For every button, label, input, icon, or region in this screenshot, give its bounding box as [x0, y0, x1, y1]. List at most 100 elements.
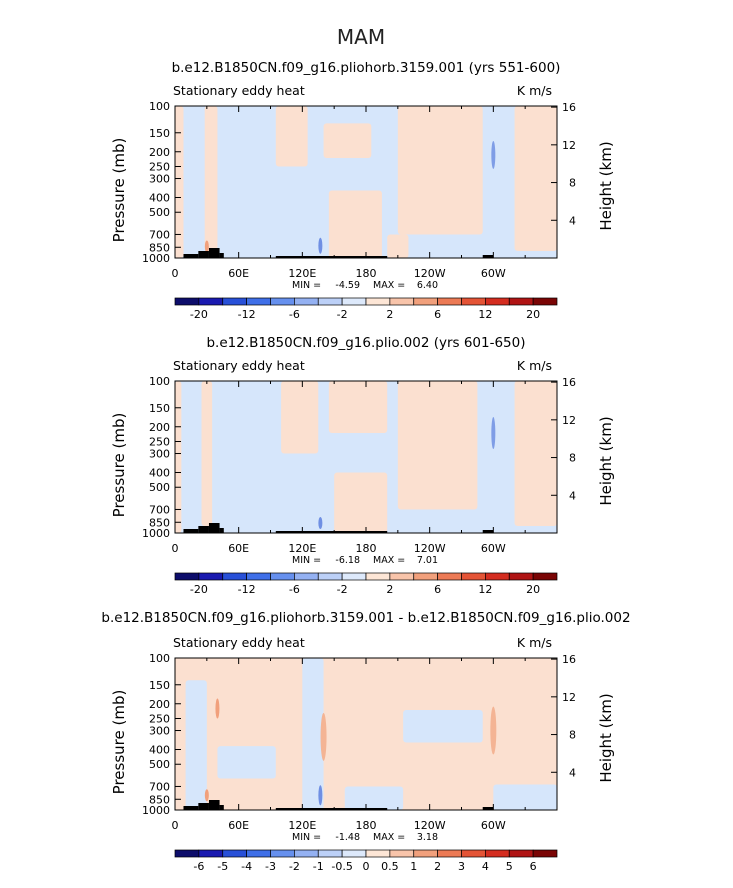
- colorbar-label: -12: [238, 583, 256, 596]
- y-tick-label: 250: [149, 712, 170, 725]
- x-tick-label: 0: [172, 267, 179, 280]
- x-tick-label: 120W: [414, 819, 446, 832]
- colorbar-label: 12: [478, 308, 492, 321]
- colorbar-label: -12: [238, 308, 256, 321]
- height-tick-label: 8: [569, 177, 576, 190]
- colorbar-swatch: [270, 849, 295, 858]
- min-value: -1.48: [335, 832, 360, 843]
- y-tick-label: 1000: [142, 527, 170, 540]
- height-tick-label: 4: [569, 489, 576, 502]
- colorbar-swatch: [198, 572, 224, 581]
- panel-title: b.e12.B1850CN.f09_g16.plio.002 (yrs 601-…: [206, 335, 525, 351]
- colorbar-swatch: [508, 849, 534, 858]
- colorbar-swatch: [341, 297, 367, 306]
- colorbar-swatch: [461, 572, 486, 581]
- height-tick-label: 12: [562, 414, 576, 427]
- colorbar-label: 6: [530, 860, 537, 873]
- topography-bar: [208, 248, 220, 258]
- right-label: K m/s: [517, 358, 552, 373]
- y-tick-label: 850: [149, 241, 170, 254]
- field-extremum: [491, 417, 496, 450]
- field-extremum: [491, 140, 496, 169]
- colorbar-swatch: [437, 297, 462, 306]
- height-tick-label: 4: [569, 214, 576, 227]
- max-label: MAX =: [373, 555, 405, 566]
- y-tick-label: 150: [149, 127, 170, 140]
- colorbar-swatch: [532, 297, 558, 306]
- colorbar-swatch: [222, 572, 247, 581]
- colorbar-swatch: [508, 297, 534, 306]
- x-tick-label: 120W: [414, 267, 446, 280]
- colorbar-swatch: [294, 849, 319, 858]
- field-region: [281, 381, 319, 454]
- field-region: [185, 680, 207, 810]
- colorbar-label: 2: [386, 308, 393, 321]
- colorbar-label: -20: [190, 308, 208, 321]
- colorbar-label: 0.5: [381, 860, 399, 873]
- topography-bar: [219, 805, 224, 810]
- topography-bar: [208, 523, 220, 533]
- topography-bar: [208, 800, 220, 810]
- colorbar-swatch: [174, 297, 200, 306]
- colorbar-swatch: [294, 572, 319, 581]
- field-region: [334, 472, 388, 533]
- min-value: -6.18: [335, 555, 360, 566]
- y-axis-title: Pressure (mb): [110, 138, 128, 243]
- colorbar-swatch: [222, 849, 247, 858]
- height-tick-label: 4: [569, 766, 576, 779]
- topography-bar: [183, 529, 199, 533]
- colorbar-swatch: [413, 849, 438, 858]
- colorbar-label: -6: [289, 308, 300, 321]
- y-tick-label: 100: [149, 375, 170, 388]
- field-region: [201, 381, 213, 527]
- height-tick-label: 12: [562, 691, 576, 704]
- colorbar-swatch: [270, 572, 295, 581]
- field-region: [514, 381, 557, 527]
- panel-title: b.e12.B1850CN.f09_g16.pliohorb.3159.001 …: [172, 60, 561, 76]
- topography-bar: [275, 808, 388, 810]
- y-tick-label: 400: [149, 467, 170, 480]
- y-tick-label: 250: [149, 435, 170, 448]
- colorbar-swatch: [389, 849, 415, 858]
- height-tick-label: 8: [569, 729, 576, 742]
- y-tick-label: 150: [149, 402, 170, 415]
- y-axis-right-title: Height (km): [597, 693, 615, 782]
- colorbar-swatch: [317, 849, 343, 858]
- colorbar-swatch: [198, 849, 224, 858]
- colorbar-swatch: [222, 297, 247, 306]
- y-tick-label: 1000: [142, 252, 170, 265]
- y-tick-label: 500: [149, 206, 170, 219]
- field-extremum: [318, 237, 323, 254]
- colorbar-swatch: [485, 297, 510, 306]
- height-tick-label: 8: [569, 452, 576, 465]
- x-tick-label: 0: [172, 542, 179, 555]
- x-tick-label: 60E: [228, 542, 249, 555]
- y-tick-label: 500: [149, 481, 170, 494]
- topography-bar: [183, 254, 199, 258]
- topography-bar: [482, 807, 494, 810]
- colorbar-swatch: [532, 849, 558, 858]
- colorbar-swatch: [485, 572, 510, 581]
- max-value: 3.18: [417, 832, 438, 843]
- x-tick-label: 0: [172, 819, 179, 832]
- height-tick-label: 16: [562, 653, 576, 666]
- colorbar-swatch: [198, 297, 224, 306]
- field-extremum: [320, 712, 327, 761]
- colorbar-label: 2: [386, 583, 393, 596]
- colorbar-label: -6: [193, 860, 204, 873]
- y-tick-label: 400: [149, 744, 170, 757]
- y-tick-label: 250: [149, 160, 170, 173]
- field-region: [328, 190, 382, 258]
- x-tick-label: 120E: [288, 819, 316, 832]
- panel-title: b.e12.B1850CN.f09_g16.pliohorb.3159.001 …: [101, 610, 630, 626]
- x-tick-label: 180: [356, 267, 377, 280]
- topography-bar: [198, 251, 209, 258]
- y-tick-label: 300: [149, 448, 170, 461]
- x-tick-label: 120W: [414, 542, 446, 555]
- y-tick-label: 400: [149, 192, 170, 205]
- colorbar-label: 4: [482, 860, 489, 873]
- chart-panel-3: b.e12.B1850CN.f09_g16.pliohorb.3159.001 …: [101, 610, 630, 873]
- colorbar-swatch: [317, 297, 343, 306]
- colorbar-swatch: [365, 849, 391, 858]
- chart-panels: b.e12.B1850CN.f09_g16.pliohorb.3159.001 …: [101, 60, 630, 873]
